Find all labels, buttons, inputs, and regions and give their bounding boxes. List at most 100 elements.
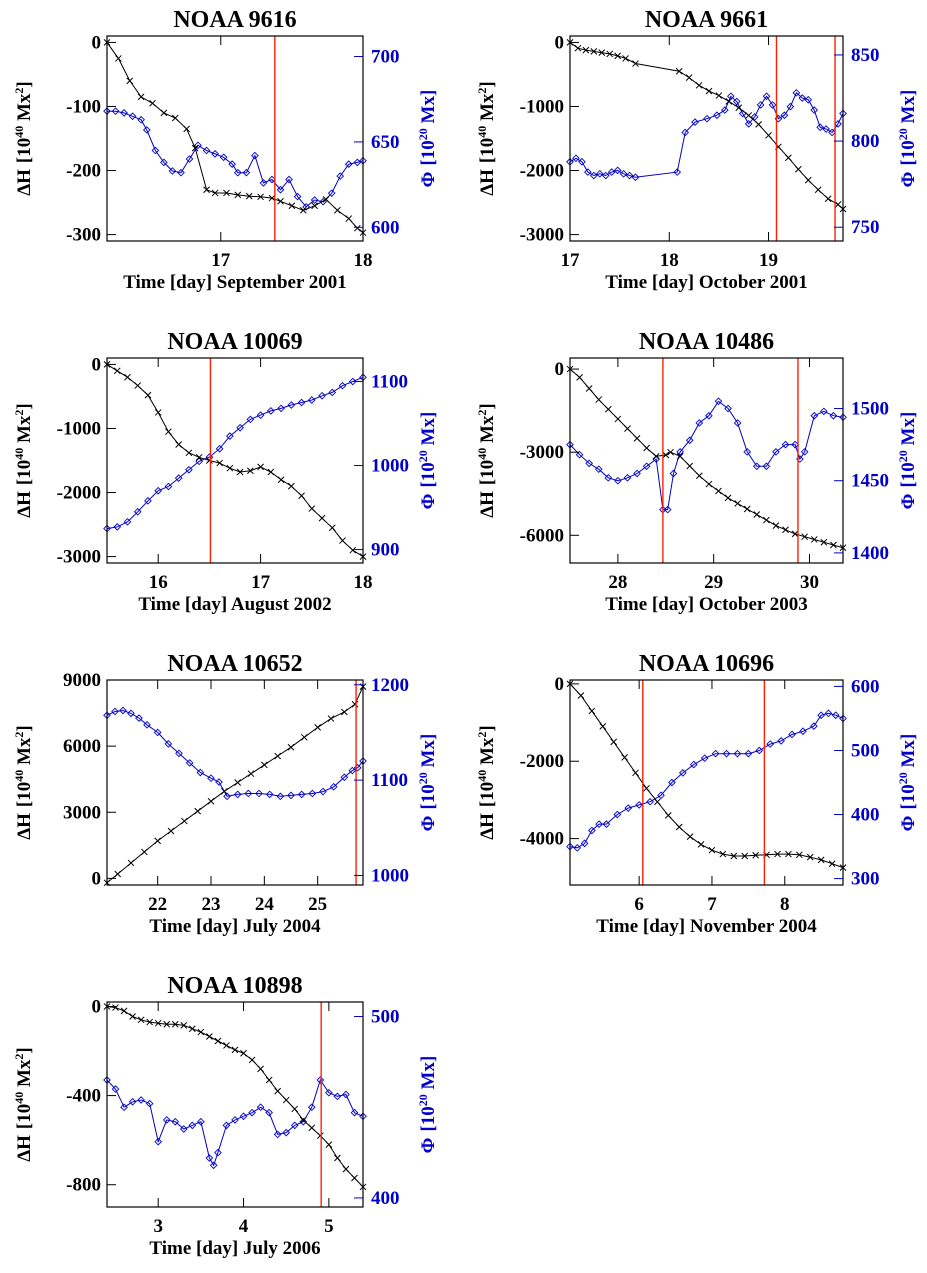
- flux-point: [781, 440, 790, 449]
- helicity-point: [311, 202, 318, 210]
- y-right-tick-label: 1450: [851, 471, 889, 492]
- helicity-point: [257, 463, 264, 471]
- helicity-point: [226, 464, 234, 472]
- flux-line: [569, 712, 844, 849]
- helicity-point: [206, 1033, 213, 1040]
- flux-point: [817, 711, 825, 720]
- flux-point: [276, 185, 285, 194]
- flux-point: [185, 465, 193, 474]
- y-right-tick-label: 1200: [371, 675, 409, 696]
- y-right-tick-label: 750: [851, 217, 880, 238]
- helicity-point: [171, 1020, 179, 1028]
- flux-line: [106, 1078, 364, 1167]
- flux-point: [297, 398, 306, 407]
- flux-point: [613, 810, 622, 819]
- flux-point: [816, 123, 825, 132]
- helicity-point: [140, 848, 148, 856]
- y-left-axis-label: ΔH [1040 Mx2]: [475, 81, 498, 196]
- flux-point: [197, 1117, 205, 1126]
- helicity-point: [598, 49, 606, 57]
- flux-point: [265, 790, 274, 799]
- flux-point: [113, 523, 122, 531]
- flux-point: [316, 1076, 325, 1084]
- y-left-label-symbol: ΔH: [14, 813, 35, 840]
- helicity-point: [830, 541, 837, 549]
- flux-point: [133, 507, 142, 516]
- helicity-point: [115, 55, 122, 62]
- helicity-point: [144, 391, 152, 399]
- flux-point: [755, 746, 764, 755]
- y-right-tick-label: 400: [371, 1188, 400, 1209]
- helicity-point: [695, 81, 703, 89]
- helicity-point: [817, 856, 825, 864]
- flux-point: [211, 150, 219, 158]
- helicity-point: [245, 192, 253, 200]
- y-left-label-unit: Mx: [477, 93, 498, 126]
- flux-point: [679, 769, 687, 777]
- y-right-label-exp: 20: [416, 128, 430, 140]
- helicity-point: [785, 850, 792, 858]
- y-left-label-unit: ]: [477, 725, 498, 731]
- flux-point: [588, 826, 596, 835]
- y-left-tick-label: -200: [66, 161, 101, 182]
- y-left-tick-label: 0: [92, 354, 102, 375]
- flux-point: [804, 95, 813, 104]
- helicity-point: [137, 1016, 145, 1024]
- y-right-label-exp: 20: [416, 772, 430, 784]
- flux-point: [214, 1148, 222, 1157]
- helicity-point: [676, 452, 684, 460]
- flux-point: [162, 1116, 171, 1124]
- helicity-point: [654, 798, 661, 806]
- flux-point: [188, 1121, 197, 1130]
- x-tick-label: 5: [324, 1216, 334, 1237]
- flux-point: [194, 141, 202, 150]
- helicity-point: [127, 859, 135, 867]
- flux-point: [585, 459, 593, 468]
- y-right-label-unit: Mx]: [418, 90, 439, 129]
- y-left-label-exp: 2: [475, 410, 489, 416]
- helicity-point: [167, 827, 175, 835]
- helicity-point: [735, 104, 743, 112]
- flux-point: [174, 474, 183, 482]
- helicity-point: [277, 476, 285, 484]
- y-right-label-unit: Mx]: [418, 1056, 439, 1095]
- y-right-label-symbol: Φ: [418, 815, 439, 831]
- flux-point: [338, 381, 347, 390]
- x-axis-label: Time [day] November 2004: [596, 916, 817, 937]
- flux-point: [798, 94, 807, 102]
- helicity-point: [247, 770, 255, 778]
- helicity-point: [308, 1124, 316, 1132]
- helicity-point: [599, 723, 607, 730]
- flux-point: [657, 791, 665, 800]
- x-tick-label: 6: [634, 894, 644, 915]
- x-tick-label: 4: [239, 1216, 249, 1237]
- y-left-label-unit: [10: [14, 138, 35, 163]
- helicity-point: [197, 1028, 205, 1036]
- y-right-label-exp: 20: [416, 1094, 430, 1106]
- flux-point: [256, 411, 265, 419]
- flux-point: [111, 1085, 120, 1093]
- helicity-point: [268, 194, 276, 202]
- helicity-point: [610, 738, 618, 746]
- y-left-tick-label: -1000: [57, 418, 101, 439]
- flux-point: [340, 773, 349, 782]
- y-right-tick-label: 1500: [851, 399, 889, 420]
- flux-point: [572, 154, 580, 163]
- y-left-label-exp: 40: [12, 126, 26, 138]
- flux-point: [676, 448, 684, 456]
- flux-point: [175, 749, 183, 758]
- flux-point: [297, 790, 306, 799]
- helicity-point: [328, 524, 336, 532]
- x-tick-label: 24: [255, 894, 275, 915]
- flux-point: [287, 401, 296, 409]
- flux-point: [691, 118, 699, 126]
- helicity-point: [126, 77, 134, 85]
- flux-point: [120, 1103, 128, 1112]
- helicity-point: [124, 373, 131, 381]
- plot-frame: [106, 35, 364, 242]
- helicity-point: [234, 779, 242, 786]
- y-right-label-symbol: Φ: [418, 493, 439, 509]
- y-right-label-symbol: Φ: [898, 815, 919, 831]
- helicity-point: [114, 870, 122, 878]
- y-left-label-exp: 2: [12, 410, 26, 416]
